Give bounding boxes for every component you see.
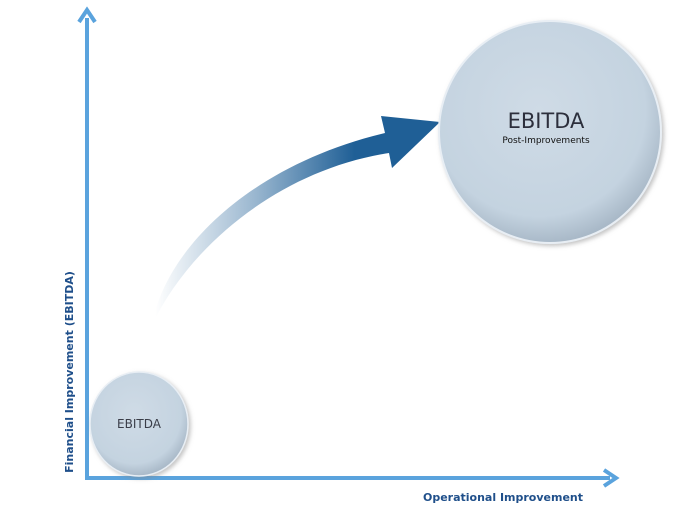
x-axis <box>85 468 620 488</box>
ebitda-after-label: EBITDA <box>508 109 585 133</box>
ebitda-before-label: EBITDA <box>117 417 162 431</box>
y-axis <box>77 6 97 478</box>
x-axis-label: Operational Improvement <box>423 491 583 504</box>
ebitda-before-node: EBITDA <box>89 371 189 477</box>
ebitda-after-node: EBITDA Post-Improvements <box>438 20 662 244</box>
growth-arrow <box>152 116 440 325</box>
y-axis-label: Financial Improvement (EBITDA) <box>63 271 76 473</box>
ebitda-after-subtitle: Post-Improvements <box>502 136 590 146</box>
